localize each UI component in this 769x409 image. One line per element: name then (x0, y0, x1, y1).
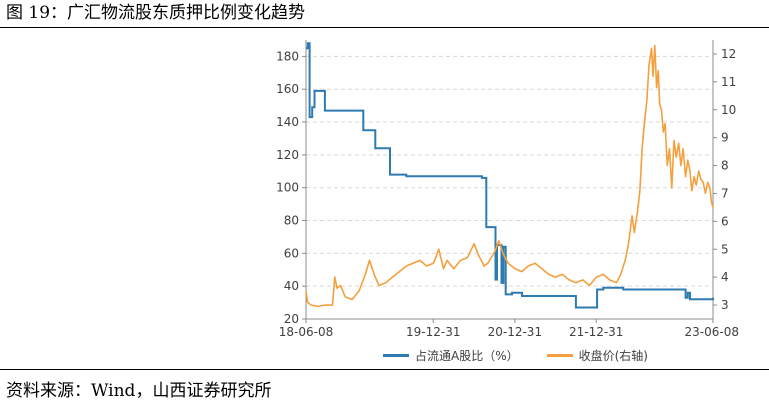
legend-swatch-price (546, 354, 573, 357)
left-tick-label-80: 80 (284, 214, 299, 228)
chart-legend: 占流通A股比（%） 收盘价(右轴) (383, 347, 676, 364)
legend-label-price: 收盘价(右轴) (578, 349, 648, 363)
left-tick-label-140: 140 (276, 115, 299, 129)
x-tick-label-19-12-31: 19-12-31 (406, 325, 460, 339)
right-tick-label-9: 9 (721, 131, 729, 145)
bottom-divider (0, 369, 769, 370)
left-tick-label-20: 20 (284, 312, 299, 326)
left-tick-label-40: 40 (284, 279, 299, 293)
left-tick-label-60: 60 (284, 246, 299, 260)
x-tick-label-20-12-31: 20-12-31 (488, 325, 542, 339)
right-tick-label-11: 11 (721, 75, 736, 89)
legend-swatch-pledge (383, 354, 409, 357)
right-tick-label-4: 4 (721, 270, 729, 284)
figure-title: 图 19：广汇物流股东质押比例变化趋势 (6, 3, 306, 23)
right-tick-label-12: 12 (721, 47, 736, 61)
top-divider (0, 27, 769, 28)
legend-label-pledge: 占流通A股比（%） (415, 349, 519, 363)
right-tick-label-3: 3 (721, 298, 729, 312)
x-tick-label-18-06-08: 18-06-08 (279, 325, 333, 339)
series-line-pledge-ratio (306, 42, 714, 309)
legend-item-price: 收盘价(右轴) (546, 347, 648, 364)
right-tick-label-6: 6 (721, 214, 729, 228)
source-note: 资料来源：Wind，山西证券研究所 (6, 381, 272, 401)
left-tick-label-180: 180 (276, 49, 299, 63)
right-tick-label-5: 5 (721, 242, 729, 256)
right-tick-label-7: 7 (721, 186, 729, 200)
series-line-close-price (305, 44, 714, 308)
left-tick-label-120: 120 (276, 148, 299, 162)
left-tick-label-100: 100 (276, 181, 299, 195)
right-tick-label-8: 8 (721, 159, 729, 173)
left-tick-label-160: 160 (276, 82, 299, 96)
x-tick-label-23-06-08: 23-06-08 (685, 325, 739, 339)
x-tick-label-21-12-31: 21-12-31 (569, 325, 623, 339)
right-tick-label-10: 10 (721, 103, 736, 117)
legend-item-pledge: 占流通A股比（%） (383, 347, 519, 364)
